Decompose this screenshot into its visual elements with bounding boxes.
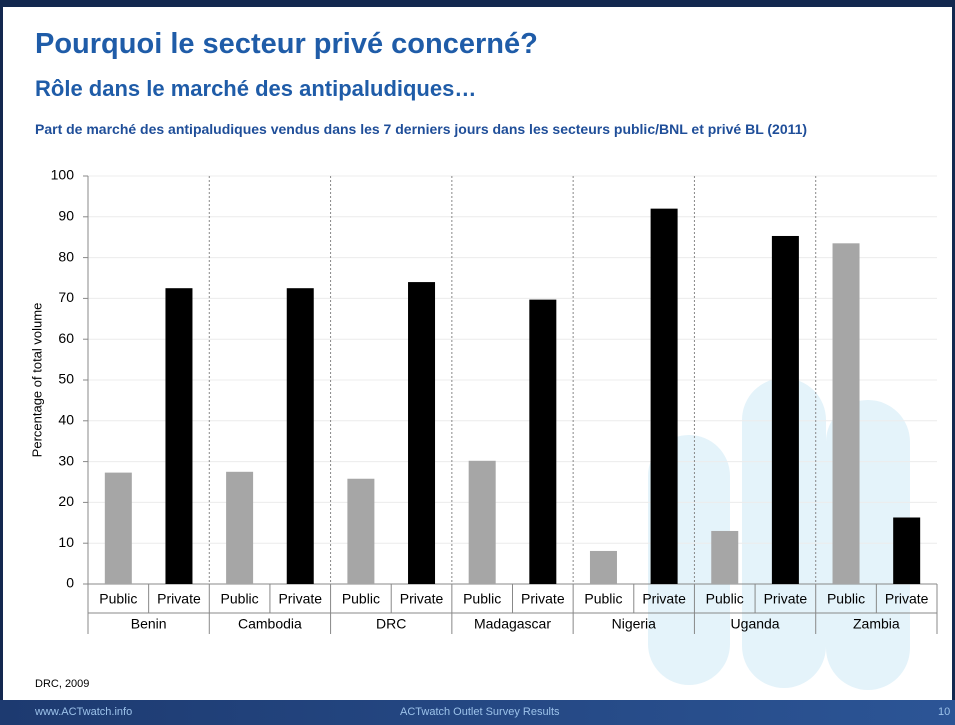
group-label: Zambia: [853, 616, 900, 632]
bar: [468, 460, 496, 584]
y-tick-label: 10: [58, 534, 74, 550]
bar: [529, 299, 557, 584]
left-border: [0, 0, 3, 700]
y-tick-label: 100: [51, 167, 75, 183]
slide-title: Pourquoi le secteur privé concerné?: [35, 28, 538, 60]
y-tick-label: 0: [66, 575, 74, 591]
group-label: Benin: [131, 616, 167, 632]
x-tick-label: Public: [827, 591, 865, 607]
footer-url: www.ACTwatch.info: [35, 706, 133, 718]
group-label: Uganda: [731, 616, 780, 632]
y-tick-label: 20: [58, 493, 74, 509]
bar: [347, 478, 375, 584]
bar: [650, 208, 678, 584]
y-axis-label: Percentage of total volume: [29, 303, 44, 458]
x-tick-label: Public: [706, 591, 744, 607]
bar: [832, 243, 860, 584]
chart: 0 10 20 30 40 50 60 70 80 90 100 Percentage of tota…: [29, 167, 938, 690]
x-tick-label: Private: [521, 591, 565, 607]
y-tick-label: 60: [58, 330, 74, 346]
bar: [104, 472, 132, 584]
footer-center: ACTwatch Outlet Survey Results: [400, 706, 560, 718]
x-tick-label: Private: [885, 591, 929, 607]
bar: [711, 530, 739, 584]
x-tick-label: Public: [99, 591, 137, 607]
bar: [286, 288, 314, 584]
source-note: DRC, 2009: [35, 678, 90, 690]
right-border: [952, 0, 955, 700]
x-tick-label: Private: [157, 591, 201, 607]
footer: www.ACTwatch.info ACTwatch Outlet Survey…: [0, 700, 955, 725]
y-tick-label: 70: [58, 289, 74, 305]
slide-subtitle: Rôle dans le marché des antipaludiques…: [35, 76, 477, 101]
y-tick-label: 90: [58, 208, 74, 224]
x-tick-label: Public: [221, 591, 259, 607]
bar: [226, 471, 254, 584]
page-number: 10: [938, 706, 951, 718]
x-tick-label: Private: [642, 591, 686, 607]
bar: [771, 235, 799, 584]
group-label: Madagascar: [474, 616, 551, 632]
y-tick-label: 80: [58, 248, 74, 264]
group-label: DRC: [376, 616, 406, 632]
x-tick-label: Private: [764, 591, 808, 607]
y-tick-label: 40: [58, 412, 74, 428]
background-decoration: [648, 378, 910, 690]
chart-title: Part de marché des antipaludiques vendus…: [35, 121, 808, 137]
x-tick-label: Public: [584, 591, 622, 607]
y-tick-label: 30: [58, 452, 74, 468]
bar: [408, 282, 436, 584]
y-tick-label: 50: [58, 371, 74, 387]
bar: [165, 288, 193, 584]
x-tick-label: Private: [400, 591, 444, 607]
x-tick-label: Public: [342, 591, 380, 607]
bar: [589, 550, 617, 584]
x-tick-label: Public: [463, 591, 501, 607]
x-tick-label: Private: [278, 591, 322, 607]
group-label: Nigeria: [612, 616, 657, 632]
group-label: Cambodia: [238, 616, 302, 632]
bar: [893, 517, 921, 584]
top-border: [0, 0, 955, 7]
